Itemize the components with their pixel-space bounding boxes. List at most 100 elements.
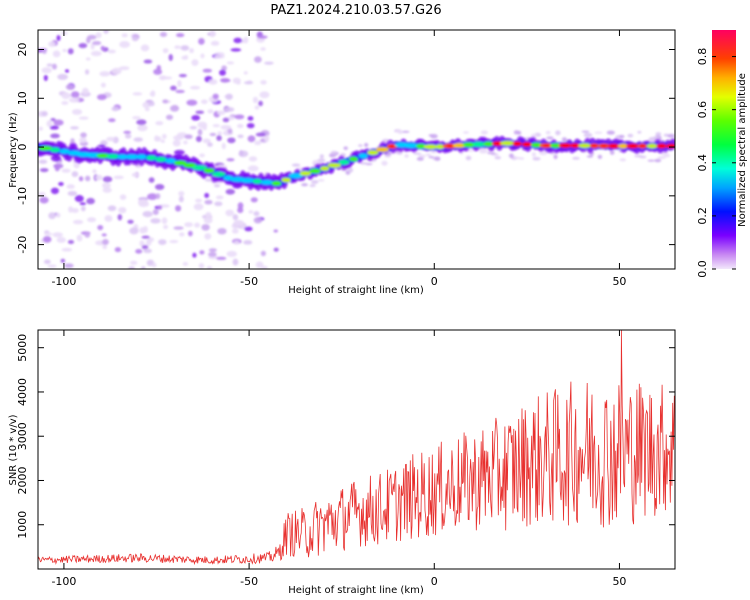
noise-blob <box>212 124 220 128</box>
noise-blob <box>68 97 80 103</box>
noise-blob <box>189 85 201 90</box>
noise-blob <box>38 159 48 164</box>
noise-blob <box>173 135 184 141</box>
ridge-peak <box>106 153 120 159</box>
colorbar-label: Normalized spectral amplitude <box>737 73 748 227</box>
noise-blob <box>257 35 268 39</box>
noise-blob <box>178 73 187 78</box>
bottom-x-tick-label: 0 <box>431 575 438 588</box>
top-x-tick-label: 50 <box>612 275 626 288</box>
noise-blob <box>144 107 150 112</box>
noise-blob <box>531 152 537 157</box>
noise-blob <box>155 193 161 200</box>
noise-blob <box>56 236 67 243</box>
top-x-axis-label: Height of straight line (km) <box>288 285 424 296</box>
ridge-peak-center <box>561 144 569 147</box>
noise-blob <box>261 265 268 269</box>
noise-blob <box>137 124 148 132</box>
noise-blob <box>71 171 79 178</box>
noise-blob <box>43 232 53 236</box>
noise-blob <box>206 265 213 269</box>
noise-blob <box>530 133 538 138</box>
bottom-y-tick-label: 4000 <box>16 378 29 406</box>
noise-blob <box>61 247 73 252</box>
noise-blob <box>253 217 263 224</box>
noise-blob <box>193 203 204 211</box>
bottom-plot-frame <box>37 329 676 570</box>
ridge-peak <box>550 143 562 148</box>
noise-blob <box>179 232 185 237</box>
noise-blob <box>181 45 190 51</box>
noise-blob <box>207 109 214 114</box>
noise-blob <box>102 176 113 183</box>
noise-blob <box>133 137 143 142</box>
noise-blob <box>195 110 205 115</box>
noise-blob <box>85 57 91 61</box>
noise-blob <box>68 206 74 213</box>
noise-blob <box>70 126 79 130</box>
noise-blob <box>104 215 113 222</box>
noise-blob <box>202 68 213 73</box>
noise-blob <box>67 48 74 55</box>
noise-blob <box>56 35 61 41</box>
bottom-x-tick-label: -50 <box>240 575 258 588</box>
noise-blob <box>230 48 242 52</box>
noise-blob <box>255 261 264 268</box>
noise-blob <box>52 232 63 238</box>
ridge-peak-center <box>629 144 637 148</box>
noise-blob <box>546 136 554 140</box>
ridge-peak <box>299 171 312 176</box>
noise-blob <box>243 36 249 44</box>
noise-blob <box>226 61 235 65</box>
noise-blob <box>310 179 319 185</box>
noise-blob <box>208 252 217 257</box>
noise-blob <box>148 101 155 107</box>
ridge-peak <box>319 166 330 171</box>
noise-blob <box>52 63 57 70</box>
ridge-peak <box>531 142 542 148</box>
noise-blob <box>194 222 201 228</box>
top-x-ticks: -100 -50 0 50 <box>51 30 626 288</box>
noise-blob <box>199 153 205 158</box>
noise-blob <box>43 259 51 265</box>
noise-blob <box>157 205 163 210</box>
noise-blob <box>583 132 593 138</box>
noise-blob <box>216 110 226 116</box>
noise-blob <box>152 209 159 215</box>
ridge-peak-center <box>523 142 531 146</box>
noise-blob <box>204 199 213 205</box>
noise-blob <box>246 123 255 129</box>
noise-blob <box>41 111 48 117</box>
noise-blob <box>150 218 161 224</box>
noise-blob <box>260 250 266 257</box>
noise-blob <box>108 118 116 123</box>
ridge-peak <box>137 154 147 160</box>
noise-blob <box>212 93 219 100</box>
noise-blob <box>62 48 67 53</box>
noise-blob <box>141 235 150 239</box>
noise-blob <box>72 219 84 225</box>
colorbar-ticks: 0.0 0.2 0.4 0.6 0.8 <box>696 48 736 278</box>
noise-blob <box>84 69 90 75</box>
noise-blob <box>222 117 230 123</box>
ridge-peak <box>358 153 368 159</box>
noise-blob <box>200 99 208 105</box>
noise-blob <box>213 184 221 188</box>
noise-blob <box>428 156 435 159</box>
noise-blob <box>258 100 263 107</box>
noise-blob <box>430 133 438 139</box>
noise-blob <box>291 163 301 167</box>
noise-blob <box>87 217 97 223</box>
noise-blob <box>70 91 80 98</box>
noise-blob <box>203 216 213 224</box>
noise-blob <box>97 224 104 231</box>
noise-blob <box>301 183 308 187</box>
noise-blob <box>597 154 603 159</box>
noise-blob <box>73 162 80 169</box>
noise-blob <box>221 142 226 150</box>
ridge-peak <box>348 156 359 162</box>
noise-blob <box>198 262 205 269</box>
noise-blob <box>78 116 89 120</box>
noise-blob <box>84 232 91 238</box>
noise-blob <box>143 59 153 64</box>
